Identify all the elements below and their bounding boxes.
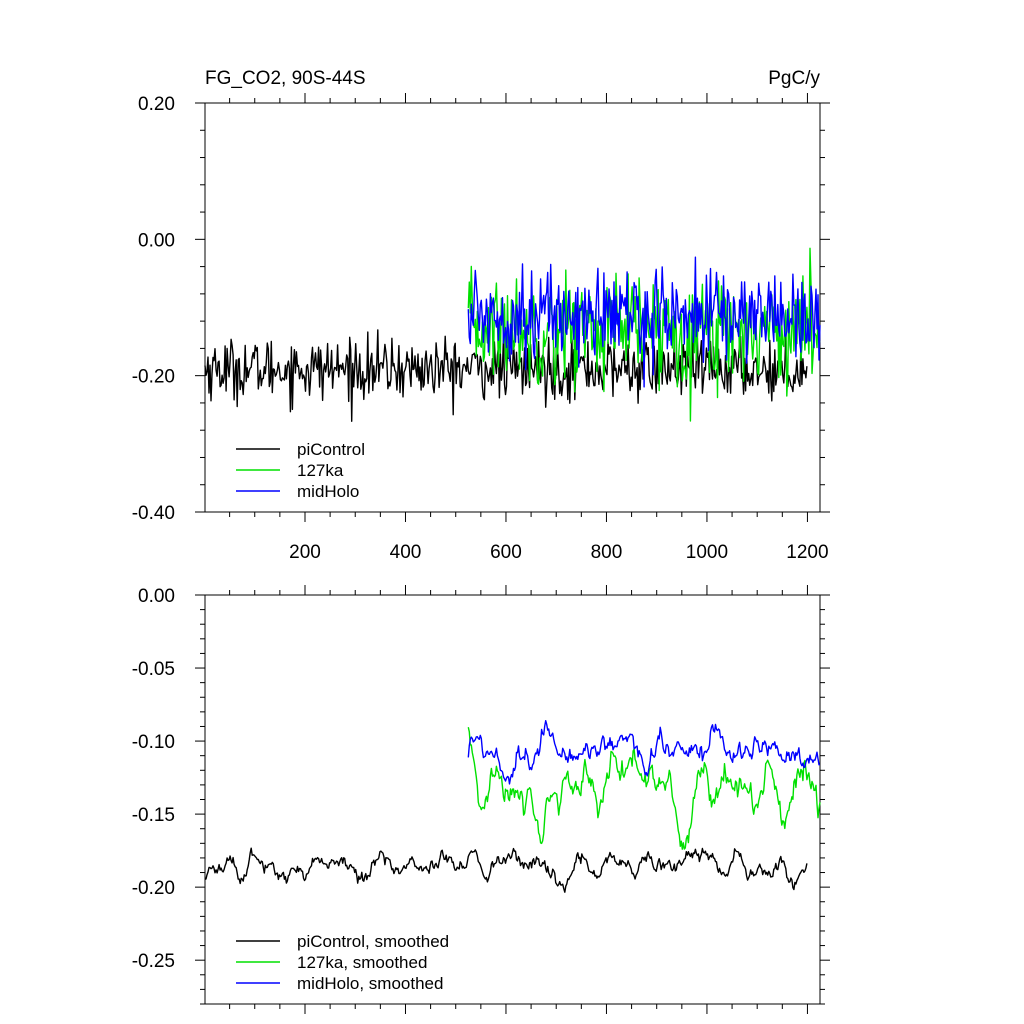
y-axis-raw: 0.20 0.00 -0.20 -0.40: [132, 94, 830, 524]
panel-raw: FG_CO2, 90S-44S PgC/y 0.20 0.00 -0.20 -0.40…: [132, 68, 830, 563]
y-tick-label: -0.20: [132, 367, 175, 388]
y-tick-label: -0.40: [132, 503, 175, 524]
y-tick-label: 0.00: [138, 586, 175, 607]
y-axis-smoothed: 0.00 -0.05 -0.10 -0.15 -0.20 -0.25: [132, 586, 830, 1005]
legend-smoothed: piControl, smoothed 127ka, smoothed midH…: [236, 932, 449, 993]
plot-frame-raw: [204, 102, 821, 513]
y-tick-label: -0.15: [132, 805, 175, 826]
y-tick-label: -0.25: [132, 951, 175, 972]
y-tick-label: -0.05: [132, 659, 175, 680]
series-picontrol-smoothed: [204, 847, 808, 893]
x-tick-label: 600: [490, 542, 522, 563]
legend-label-midholo: midHolo: [297, 482, 359, 501]
x-axis-smoothed: [229, 585, 808, 1014]
units-label: PgC/y: [768, 68, 820, 89]
panel-smoothed: 0.00 -0.05 -0.10 -0.15 -0.20 -0.25 piControl,…: [132, 585, 830, 1014]
legend-raw: piControl 127ka midHolo: [236, 440, 365, 501]
legend-label-picontrol: piControl: [297, 440, 365, 459]
x-tick-label: 1000: [686, 542, 728, 563]
y-tick-label: 0.00: [138, 230, 175, 251]
series-picontrol: [204, 323, 808, 422]
series-group-smoothed: [204, 720, 821, 893]
chart-title: FG_CO2, 90S-44S: [205, 68, 366, 89]
series-midholo-smoothed: [467, 720, 821, 785]
legend-label-midholo-smoothed: midHolo, smoothed: [297, 974, 443, 993]
x-tick-label: 400: [390, 542, 422, 563]
legend-label-picontrol-smoothed: piControl, smoothed: [297, 932, 449, 951]
series-midholo: [467, 256, 821, 388]
legend-label-127ka: 127ka: [297, 461, 344, 480]
series-127ka-smoothed: [467, 727, 821, 850]
y-tick-label: -0.20: [132, 878, 175, 899]
x-axis-raw: 200 400 600 800 1000 1200: [229, 93, 829, 563]
x-tick-label: 1200: [786, 542, 828, 563]
series-group-raw: [204, 247, 821, 422]
y-tick-label: -0.10: [132, 732, 175, 753]
x-tick-label: 800: [591, 542, 623, 563]
y-tick-label: 0.20: [138, 94, 175, 115]
legend-label-127ka-smoothed: 127ka, smoothed: [297, 953, 427, 972]
x-tick-label: 200: [289, 542, 321, 563]
